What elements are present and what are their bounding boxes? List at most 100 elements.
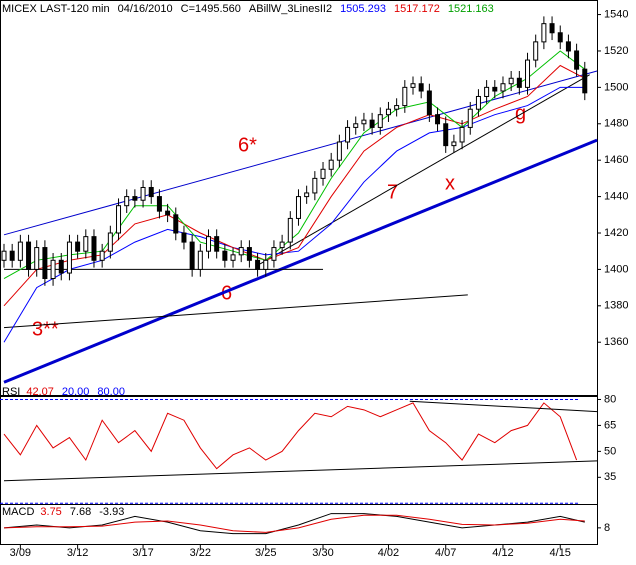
x-tick-label: 3/17 bbox=[132, 547, 153, 559]
candle-body bbox=[582, 68, 588, 94]
rsi-value: 42.07 bbox=[26, 386, 54, 398]
annotation: 6 bbox=[221, 282, 232, 304]
candle-body bbox=[214, 236, 220, 252]
y-tick-label: 50 bbox=[604, 445, 616, 457]
candle-body bbox=[50, 259, 56, 280]
annotation: 6* bbox=[238, 134, 257, 156]
y-tick-label: 1480 bbox=[604, 118, 628, 130]
candle-body bbox=[99, 250, 105, 261]
candle-body bbox=[189, 241, 195, 270]
candle-body bbox=[148, 186, 154, 198]
candle-body bbox=[541, 23, 547, 43]
macd-hist: -3.93 bbox=[99, 506, 124, 518]
candle-body bbox=[58, 259, 64, 274]
candle-body bbox=[574, 50, 580, 70]
candle-body bbox=[320, 168, 326, 179]
candle-body bbox=[107, 232, 113, 252]
candle-body bbox=[435, 114, 441, 125]
candle-body bbox=[328, 159, 334, 170]
y-tick-label: 80 bbox=[604, 393, 616, 405]
candle-body bbox=[508, 77, 514, 85]
candle-body bbox=[263, 259, 269, 270]
candle-body bbox=[361, 119, 367, 125]
x-tick-label: 3/22 bbox=[190, 547, 211, 559]
blue-value: 1505.293 bbox=[340, 3, 386, 15]
candle-body bbox=[426, 90, 432, 116]
macd-value: 3.75 bbox=[40, 506, 61, 518]
y-tick-label: 1460 bbox=[604, 154, 628, 166]
candle-body bbox=[484, 86, 490, 97]
candle-body bbox=[557, 32, 563, 43]
macd-signal: 7.68 bbox=[70, 506, 91, 518]
y-tick-label: 1420 bbox=[604, 227, 628, 239]
candle-body bbox=[26, 241, 32, 270]
indicator: ABillW_3LinesII2 bbox=[249, 3, 332, 15]
candle-body bbox=[475, 95, 481, 110]
instrument: MICEX LAST-120 min bbox=[2, 3, 110, 15]
y-tick-label: 1380 bbox=[604, 300, 628, 312]
candle-body bbox=[206, 236, 211, 252]
y-tick-label: 8 bbox=[604, 522, 610, 534]
candle-body bbox=[565, 41, 571, 52]
candle-body bbox=[467, 108, 473, 128]
red-value: 1517.172 bbox=[394, 3, 440, 15]
candle-body bbox=[451, 141, 457, 147]
candle-body bbox=[394, 105, 400, 110]
trendline bbox=[3, 138, 598, 384]
candle-body bbox=[9, 250, 15, 261]
rsi-low: 20.00 bbox=[62, 386, 90, 398]
x-tick-label: 4/02 bbox=[378, 547, 399, 559]
candle-body bbox=[295, 196, 301, 219]
rsi-high: 80.00 bbox=[97, 386, 125, 398]
candle-body bbox=[75, 241, 81, 252]
trendline bbox=[3, 294, 468, 329]
candle-body bbox=[132, 196, 138, 201]
candle-body bbox=[492, 86, 498, 92]
candle-body bbox=[17, 241, 23, 261]
trendline bbox=[259, 74, 590, 265]
rsi-trendline bbox=[3, 460, 598, 482]
y-tick-label: 1520 bbox=[604, 45, 628, 57]
candle-body bbox=[165, 210, 171, 216]
x-tick-label: 4/12 bbox=[492, 547, 513, 559]
chart-header: MICEX LAST-120 min 04/16/2010 C=1495.560 AB… bbox=[2, 3, 494, 15]
candle-body bbox=[287, 217, 293, 243]
y-tick-label: 65 bbox=[604, 419, 616, 431]
x-tick-label: 3/09 bbox=[10, 547, 31, 559]
date: 04/16/2010 bbox=[118, 3, 173, 15]
candle-body bbox=[279, 241, 285, 249]
candle-body bbox=[197, 250, 203, 270]
annotation: 7 bbox=[387, 181, 398, 203]
candle-body bbox=[124, 196, 130, 207]
macd-panel bbox=[0, 504, 598, 545]
candle-body bbox=[533, 41, 539, 61]
candle-body bbox=[246, 247, 252, 261]
candle-body bbox=[418, 83, 424, 92]
candle-body bbox=[1, 250, 7, 261]
trendline bbox=[3, 70, 598, 236]
candle-body bbox=[140, 186, 146, 201]
candle-body bbox=[385, 108, 391, 116]
rsi-line bbox=[3, 402, 578, 470]
y-tick-label: 35 bbox=[604, 471, 616, 483]
candle-body bbox=[377, 114, 383, 128]
y-tick-label: 1540 bbox=[604, 8, 628, 20]
price-panel bbox=[0, 0, 598, 396]
candle-body bbox=[42, 247, 48, 280]
annotation: x bbox=[445, 172, 455, 194]
candle-body bbox=[116, 205, 122, 234]
x-tick-label: 3/12 bbox=[67, 547, 88, 559]
y-tick-label: 1400 bbox=[604, 263, 628, 275]
x-tick-label: 4/15 bbox=[550, 547, 571, 559]
candle-body bbox=[516, 77, 522, 88]
candle-body bbox=[66, 241, 72, 274]
candle-body bbox=[410, 83, 416, 88]
rsi-trendline bbox=[409, 400, 598, 413]
candle-body bbox=[525, 59, 531, 88]
annotation: 3** bbox=[32, 318, 59, 340]
candle-body bbox=[230, 254, 236, 261]
candle-body bbox=[369, 119, 375, 128]
green-value: 1521.163 bbox=[448, 3, 494, 15]
candle-body bbox=[238, 247, 244, 256]
